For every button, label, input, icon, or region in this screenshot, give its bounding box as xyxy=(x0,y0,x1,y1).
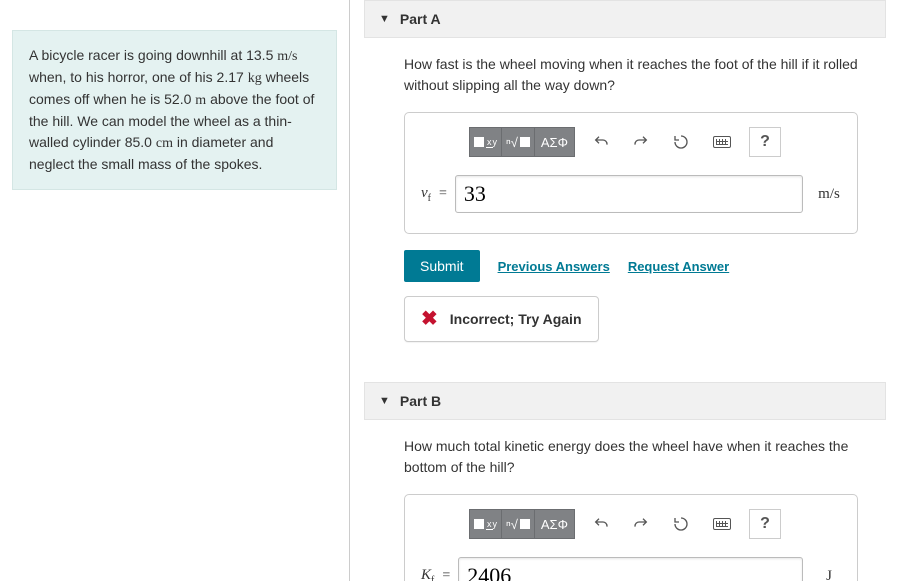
root-button[interactable]: ⁿ√ xyxy=(502,127,535,157)
answer-input-a[interactable] xyxy=(455,175,803,213)
keyboard-button[interactable] xyxy=(707,509,737,539)
keyboard-button[interactable] xyxy=(707,127,737,157)
equals-sign: = xyxy=(442,568,450,581)
unit-kg: kg xyxy=(248,71,262,86)
part-a-answer-panel: xy ⁿ√ ΑΣΦ xyxy=(404,112,858,234)
feedback-box: ✖ Incorrect; Try Again xyxy=(404,296,599,342)
redo-button[interactable] xyxy=(627,509,655,539)
reset-button[interactable] xyxy=(667,127,695,157)
variable-label: vf xyxy=(421,185,431,204)
chevron-down-icon: ▼ xyxy=(379,395,390,407)
templates-button[interactable]: xy xyxy=(469,509,502,539)
undo-button[interactable] xyxy=(587,127,615,157)
part-a-question: How fast is the wheel moving when it rea… xyxy=(404,54,858,96)
unit-cm: cm xyxy=(156,136,173,151)
part-b-header[interactable]: ▼ Part B xyxy=(364,382,886,420)
unit-label-b: J xyxy=(811,568,841,581)
equation-toolbar-b: xy ⁿ√ ΑΣΦ xyxy=(469,509,841,539)
root-button[interactable]: ⁿ√ xyxy=(502,509,535,539)
feedback-text: Incorrect; Try Again xyxy=(450,311,582,327)
equals-sign: = xyxy=(439,186,447,202)
request-answer-link[interactable]: Request Answer xyxy=(628,259,729,274)
part-b-question: How much total kinetic energy does the w… xyxy=(404,436,858,478)
greek-button[interactable]: ΑΣΦ xyxy=(535,127,575,157)
problem-text: A bicycle racer is going downhill at 13.… xyxy=(29,47,277,63)
part-b-title: Part B xyxy=(400,393,441,409)
help-button[interactable]: ? xyxy=(749,509,781,539)
unit-label-a: m/s xyxy=(811,186,841,203)
incorrect-icon: ✖ xyxy=(421,309,438,329)
part-a-header[interactable]: ▼ Part A xyxy=(364,0,886,38)
reset-button[interactable] xyxy=(667,509,695,539)
answer-input-b[interactable] xyxy=(458,557,803,581)
part-a-title: Part A xyxy=(400,11,441,27)
variable-label-b: Kf xyxy=(421,567,434,581)
part-b-answer-panel: xy ⁿ√ ΑΣΦ xyxy=(404,494,858,581)
keyboard-icon xyxy=(713,136,731,148)
problem-statement: A bicycle racer is going downhill at 13.… xyxy=(12,30,337,190)
help-button[interactable]: ? xyxy=(749,127,781,157)
previous-answers-link[interactable]: Previous Answers xyxy=(498,259,610,274)
equation-toolbar: xy ⁿ√ ΑΣΦ xyxy=(469,127,841,157)
redo-button[interactable] xyxy=(627,127,655,157)
undo-button[interactable] xyxy=(587,509,615,539)
unit-ms: m/s xyxy=(277,49,297,64)
greek-button[interactable]: ΑΣΦ xyxy=(535,509,575,539)
templates-button[interactable]: xy xyxy=(469,127,502,157)
chevron-down-icon: ▼ xyxy=(379,13,390,25)
unit-m: m xyxy=(195,93,206,108)
submit-button[interactable]: Submit xyxy=(404,250,480,282)
keyboard-icon xyxy=(713,518,731,530)
